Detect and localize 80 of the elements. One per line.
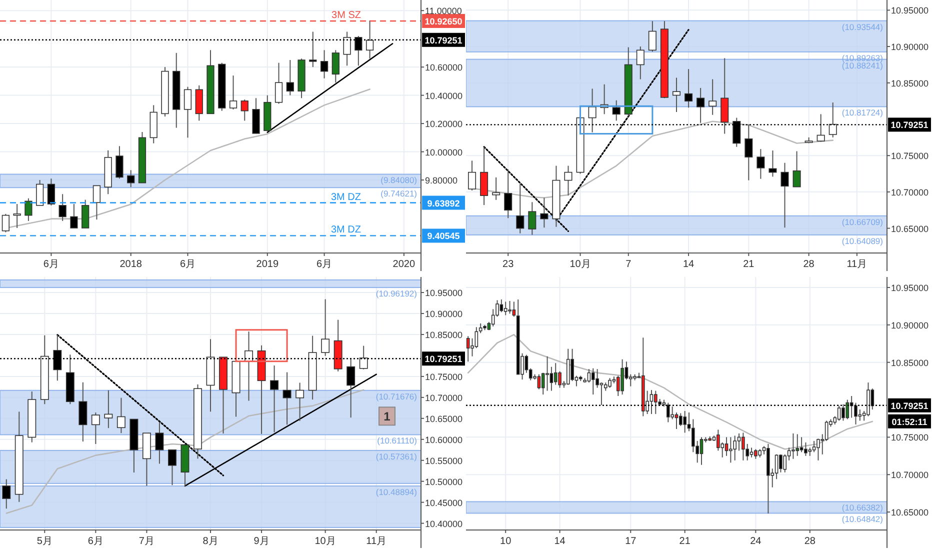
ref-line-label: 10.79251 [424,354,462,364]
y-tick-label: 9.80000 [425,176,458,186]
annotation: (10.48894) [376,486,418,497]
y-tick-label: 10.75000 [425,372,463,382]
y-tick-label: 11.00000 [425,6,462,16]
x-tick-label: 6月 [88,536,104,547]
y-tick-label: 10.90000 [891,42,929,52]
y-tick-label: 10.75000 [891,151,929,162]
y-tick-label: 10.40000 [425,518,463,529]
annotation: (10.57361) [376,451,418,462]
ref-line-label: 10.79251 [890,400,928,411]
x-tick-label: 7 [626,259,632,270]
y-tick-label: 10.60000 [425,62,463,73]
x-tick-label: 21 [743,259,755,270]
x-tick-label: 6月 [316,259,332,270]
y-tick-label: 10.00000 [425,147,463,158]
annotation: (10.64089) [842,236,884,246]
annotation: 1 [384,410,391,424]
x-tick-label: 2020 [392,259,416,270]
annotation: (10.66709) [842,216,884,227]
y-tick-label: 10.50000 [425,476,463,487]
x-tick-label: 24 [750,536,762,547]
x-tick-label: 23 [502,259,514,270]
y-tick-label: 10.90000 [891,320,929,330]
ref-line-label: 10.92650 [424,16,462,26]
y-tick-label: 10.55000 [425,456,463,466]
y-tick-label: 10.20000 [425,119,463,130]
annotation: (10.71676) [376,391,418,402]
y-tick-label: 10.65000 [891,224,929,234]
x-tick-label: 14 [682,259,695,270]
annotation: 3M DZ [331,224,361,236]
x-tick-label: 10 [500,536,512,547]
y-tick-label: 10.90000 [425,309,463,320]
annotation: (10.61110) [377,436,418,446]
x-tick-label: 9月 [254,536,270,547]
ref-line-label: 9.63892 [427,198,460,208]
y-tick-label: 10.70000 [891,470,929,480]
annotation: (10.64842) [842,514,884,524]
x-tick-label: 2019 [256,259,279,270]
x-tick-label: 2018 [120,259,142,270]
x-tick-label: 28 [804,536,816,547]
text: 01:52:11 [892,416,928,427]
annotation: 3M SZ [332,10,361,21]
y-tick-label: 10.95000 [891,282,929,293]
x-tick-label: 10月 [570,259,591,270]
annotation: (9.84080) [380,175,418,186]
y-tick-label: 10.65000 [891,508,929,518]
y-tick-label: 10.95000 [891,6,929,16]
y-tick-label: 10.85000 [891,358,929,368]
x-tick-label: 8月 [202,536,218,547]
x-tick-label: 5月 [36,536,52,547]
annotation: (9.74621) [380,188,418,199]
y-tick-label: 10.60000 [425,434,463,445]
y-tick-label: 10.40000 [425,90,463,101]
ref-line-label: 9.40545 [427,231,460,242]
annotation: 3M DZ [331,192,361,203]
x-tick-label: 17 [625,536,637,547]
y-tick-label: 10.70000 [425,392,463,403]
annotation: (10.66382) [842,502,884,513]
x-tick-label: 10月 [314,536,336,547]
x-tick-label: 14 [554,536,566,547]
annotation: (10.81724) [842,108,884,118]
x-tick-label: 11月 [366,536,387,547]
y-tick-label: 10.95000 [425,288,463,298]
y-tick-label: 10.65000 [425,414,463,424]
x-tick-label: 11月 [846,259,868,270]
y-tick-label: 10.75000 [891,432,929,443]
y-tick-label: 10.70000 [891,187,929,198]
y-tick-label: 10.85000 [425,330,463,340]
x-tick-label: 7月 [138,536,154,547]
x-tick-label: 6月 [43,259,59,270]
x-tick-label: 28 [803,259,815,270]
y-tick-label: 10.85000 [891,78,929,88]
ref-line-label: 10.79251 [424,35,462,46]
y-tick-label: 10.45000 [425,498,463,508]
annotation: (10.93544) [842,22,884,32]
x-tick-label: 6月 [180,259,196,270]
annotation: (10.96192) [376,288,418,299]
x-tick-label: 21 [679,536,691,547]
ref-line-label: 10.79251 [890,120,928,130]
